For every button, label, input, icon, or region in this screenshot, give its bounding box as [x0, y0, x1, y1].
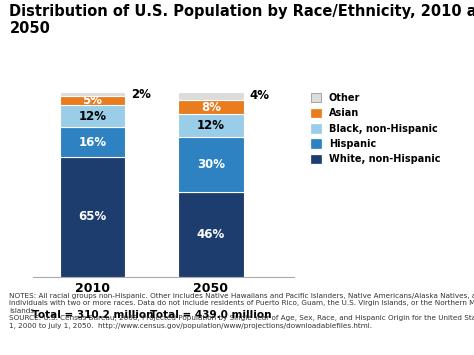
Legend: Other, Asian, Black, non-Hispanic, Hispanic, White, non-Hispanic: Other, Asian, Black, non-Hispanic, Hispa… [308, 90, 443, 167]
Bar [60, 157, 125, 277]
Bar [178, 192, 244, 277]
Text: NOTES: All racial groups non-Hispanic. Other includes Native Hawaiians and Pacif: NOTES: All racial groups non-Hispanic. O… [9, 293, 474, 329]
Bar [178, 100, 244, 114]
Text: 30%: 30% [197, 158, 225, 171]
Text: 12%: 12% [197, 119, 225, 132]
Text: 65%: 65% [78, 211, 107, 223]
Bar [60, 92, 125, 96]
Bar [178, 137, 244, 192]
Text: 12%: 12% [78, 110, 107, 123]
Text: 5%: 5% [82, 94, 102, 107]
Bar [178, 114, 244, 137]
Bar [60, 127, 125, 157]
Text: Total = 439.0 million: Total = 439.0 million [150, 310, 272, 320]
Text: 2%: 2% [131, 88, 151, 101]
Text: 4%: 4% [249, 89, 269, 103]
Text: 8%: 8% [201, 100, 221, 114]
Text: Distribution of U.S. Population by Race/Ethnicity, 2010 and
2050: Distribution of U.S. Population by Race/… [9, 4, 474, 36]
Text: 46%: 46% [197, 228, 225, 241]
Text: Total = 310.2 million: Total = 310.2 million [32, 310, 153, 320]
Bar [178, 92, 244, 100]
Bar [60, 96, 125, 105]
Text: 16%: 16% [78, 136, 107, 149]
Bar [60, 105, 125, 127]
